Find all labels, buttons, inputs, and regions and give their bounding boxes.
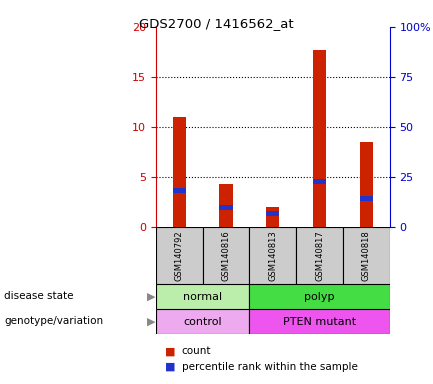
- Text: control: control: [183, 316, 222, 327]
- Bar: [173, 117, 186, 227]
- Bar: [249, 227, 296, 284]
- Text: GSM140792: GSM140792: [175, 230, 184, 281]
- Text: ▶: ▶: [147, 291, 156, 301]
- Bar: [220, 205, 233, 210]
- Bar: [360, 142, 373, 227]
- Text: genotype/variation: genotype/variation: [4, 316, 103, 326]
- Text: percentile rank within the sample: percentile rank within the sample: [182, 362, 358, 372]
- Bar: [360, 196, 373, 201]
- Text: ▶: ▶: [147, 316, 156, 326]
- Bar: [156, 309, 249, 334]
- Bar: [266, 211, 279, 216]
- Bar: [266, 207, 279, 227]
- Bar: [343, 227, 390, 284]
- Bar: [156, 284, 249, 309]
- Bar: [156, 227, 203, 284]
- Bar: [296, 227, 343, 284]
- Text: disease state: disease state: [4, 291, 74, 301]
- Bar: [313, 179, 326, 184]
- Text: PTEN mutant: PTEN mutant: [283, 316, 356, 327]
- Bar: [249, 284, 390, 309]
- Text: GSM140818: GSM140818: [362, 230, 371, 281]
- Bar: [220, 184, 233, 227]
- Bar: [313, 50, 326, 227]
- Text: GSM140813: GSM140813: [268, 230, 277, 281]
- Text: GDS2700 / 1416562_at: GDS2700 / 1416562_at: [139, 17, 294, 30]
- Bar: [249, 309, 390, 334]
- Text: count: count: [182, 346, 211, 356]
- Bar: [203, 227, 249, 284]
- Text: ■: ■: [165, 346, 175, 356]
- Text: normal: normal: [183, 291, 222, 302]
- Text: GSM140816: GSM140816: [222, 230, 230, 281]
- Text: ■: ■: [165, 362, 175, 372]
- Bar: [173, 188, 186, 193]
- Text: GSM140817: GSM140817: [315, 230, 324, 281]
- Text: polyp: polyp: [304, 291, 335, 302]
